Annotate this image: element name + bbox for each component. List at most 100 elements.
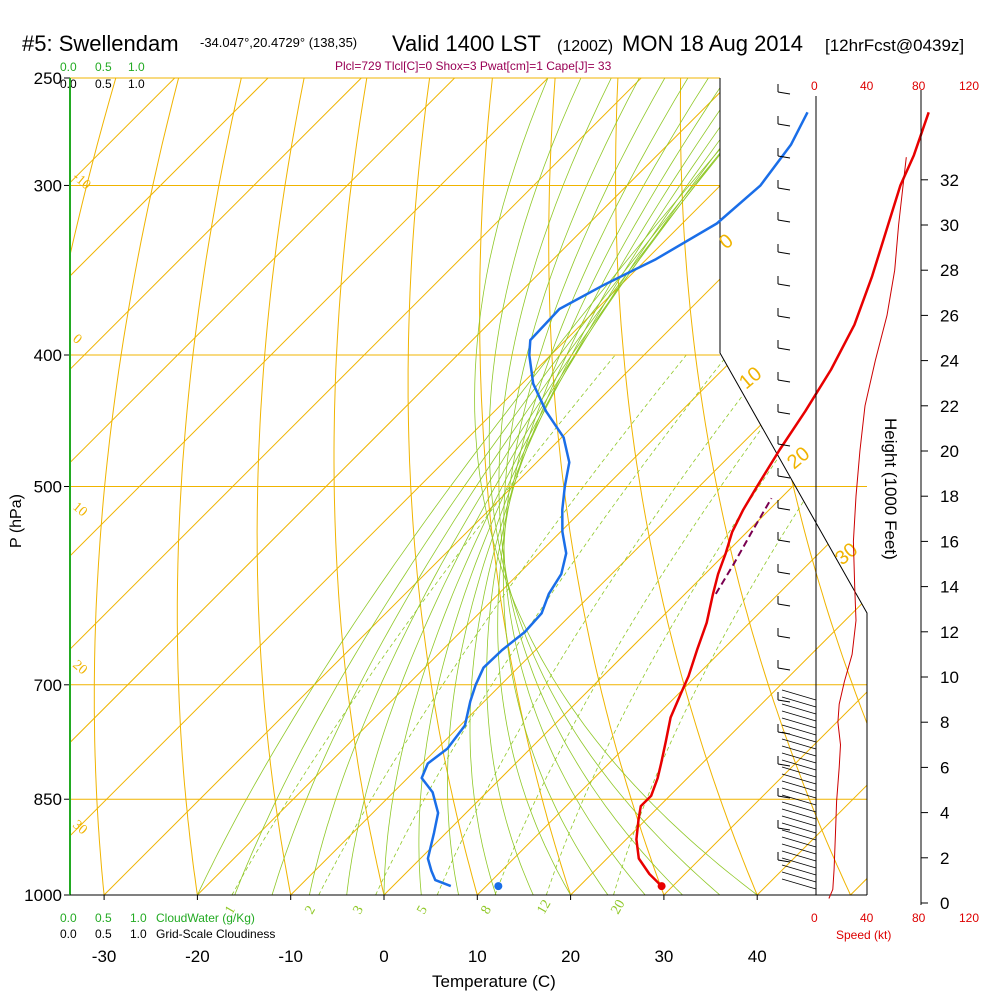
isotherm-line <box>850 78 867 895</box>
wind-barb-low <box>781 794 817 806</box>
wind-barb-low <box>781 871 817 883</box>
mixing-ratio-line <box>545 354 852 895</box>
height-tick-label: 24 <box>940 352 959 371</box>
cloudiness-0: 0.0 <box>60 927 77 941</box>
wind-barb-low <box>781 857 817 869</box>
dry-adiabat-label: 20 <box>69 658 89 678</box>
isotherm-line <box>663 78 867 895</box>
indices-line: Plcl=729 Tlcl[C]=0 Shox=3 Pwat[cm]=1 Cap… <box>335 59 612 73</box>
wind-barb-low <box>781 752 817 764</box>
height-tick-label: 32 <box>940 171 959 190</box>
height-tick-label: 16 <box>940 532 959 551</box>
mixing-ratio-line <box>318 354 687 895</box>
wind-barb <box>777 347 791 351</box>
wind-barb-low <box>781 808 817 820</box>
x-tick-label: -30 <box>92 947 117 966</box>
speed-bottom-80: 80 <box>912 911 926 925</box>
mixing-ratio-label: 8 <box>478 903 494 917</box>
top-green-0: 0.0 <box>60 60 77 74</box>
wind-barb-low <box>781 787 817 799</box>
moist-adiabat <box>497 78 689 895</box>
wind-barb-low <box>781 836 817 848</box>
parcel-profile <box>714 497 773 595</box>
wind-barb-low <box>781 773 817 785</box>
dry-adiabat <box>333 78 385 895</box>
wind-barb-low <box>781 843 817 855</box>
wind-barb-low <box>781 745 817 757</box>
moist-adiabat <box>309 78 780 895</box>
height-tick-label: 10 <box>940 668 959 687</box>
top-black-2: 1.0 <box>128 77 145 91</box>
mixing-ratio-line <box>494 354 816 895</box>
height-tick-label: 14 <box>940 578 959 597</box>
wind-barb-low <box>781 822 817 834</box>
height-tick-label: 26 <box>940 306 959 325</box>
moist-adiabat <box>271 78 783 895</box>
height-tick-label: 4 <box>940 804 949 823</box>
wind-barb <box>777 635 791 639</box>
top-black-1: 0.5 <box>95 77 112 91</box>
x-tick-label: -10 <box>278 947 303 966</box>
zulu-time: (1200Z) <box>557 38 613 55</box>
cloudwater-1: 0.5 <box>95 911 112 925</box>
speed-bottom-120: 120 <box>959 911 979 925</box>
mixing-ratio-line <box>375 354 728 895</box>
moist-adiabat <box>498 78 683 895</box>
speed-scale-bottom: 0 40 80 120 Speed (kt) <box>811 911 979 942</box>
cloudiness-scale: 0.0 0.5 1.0 Grid-Scale Cloudiness <box>60 927 275 941</box>
moist-adiabat <box>503 78 646 895</box>
cloudwater-label: CloudWater (g/Kg) <box>156 911 255 925</box>
wind-barb <box>777 443 791 447</box>
wind-barb-low <box>781 878 817 890</box>
wind-barb <box>777 155 791 159</box>
wind-barb-low <box>781 703 817 715</box>
wind-barb <box>777 667 791 671</box>
x-tick-label: 0 <box>379 947 388 966</box>
surface-temperature-marker <box>657 882 666 891</box>
dry-adiabat <box>995 78 1000 895</box>
isotherm-label: 30 <box>831 539 862 570</box>
wind-barb <box>777 251 791 255</box>
wind-barb <box>777 603 791 607</box>
wind-barb-low <box>781 731 817 743</box>
mixing-ratio-label: 12 <box>534 897 554 917</box>
cloudiness-label: Grid-Scale Cloudiness <box>156 927 275 941</box>
height-tick-label: 12 <box>940 623 959 642</box>
isotherm-label: 20 <box>783 443 814 474</box>
dry-adiabat <box>256 78 305 895</box>
wind-barb <box>777 795 791 799</box>
cloudwater-0: 0.0 <box>60 911 77 925</box>
wind-speed-profile <box>828 157 907 899</box>
dry-adiabat-label: 10 <box>69 500 89 520</box>
isotherm-label: 0 <box>715 230 738 254</box>
height-tick-label: 28 <box>940 261 959 280</box>
speed-bottom-40: 40 <box>860 911 874 925</box>
wind-barb-low <box>781 717 817 729</box>
dewpoint-profile <box>420 111 809 888</box>
dry-adiabat <box>176 78 242 895</box>
wind-barb <box>777 507 791 511</box>
x-tick-label: 30 <box>654 947 673 966</box>
moist-adiabat <box>469 78 727 895</box>
height-tick-label: 6 <box>940 758 949 777</box>
speed-axis-label: Speed (kt) <box>836 928 891 942</box>
speed-top-40: 40 <box>860 79 874 93</box>
cloudiness-1: 0.5 <box>95 927 112 941</box>
right-frame <box>719 78 868 895</box>
mixing-ratio-label: 3 <box>350 903 366 917</box>
moist-adiabat <box>486 78 709 895</box>
mixing-ratio-label: 5 <box>414 903 430 917</box>
moist-adiabat <box>346 78 775 895</box>
speed-top-80: 80 <box>912 79 926 93</box>
dry-adiabat <box>407 78 478 895</box>
x-tick-label: 10 <box>468 947 487 966</box>
station-title: #5: Swellendam <box>22 31 179 56</box>
wind-barb-low <box>781 724 817 736</box>
moist-adiabat <box>234 78 784 895</box>
wind-barb <box>777 539 791 543</box>
valid-date: MON 18 Aug 2014 <box>622 31 803 56</box>
top-green-scale: 0.0 0.5 1.0 <box>60 60 145 74</box>
mixing-ratio-line <box>436 354 774 895</box>
speed-top-120: 120 <box>959 79 979 93</box>
wind-barb-low <box>781 801 817 813</box>
